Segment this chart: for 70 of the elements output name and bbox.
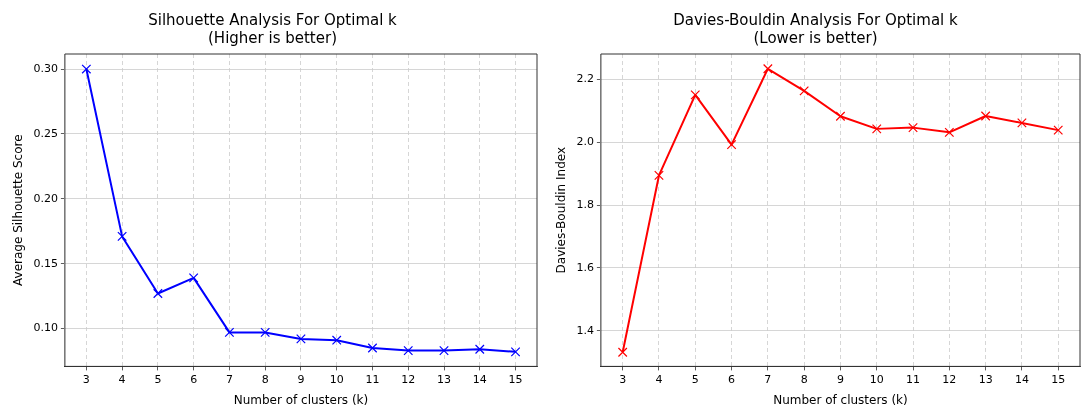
point: [260, 327, 271, 338]
x-tick-label: 8: [261, 372, 269, 386]
chart-subtitle: (Lower is better): [753, 28, 878, 47]
point: [153, 288, 163, 299]
point: [726, 139, 737, 150]
x-tick-label: 11: [365, 372, 380, 386]
x-tick-label: 15: [1051, 372, 1066, 386]
x-tick-label: 7: [764, 372, 772, 386]
y-tick-label: 0.30: [33, 61, 58, 75]
point: [944, 127, 955, 138]
x-tick-label: 3: [619, 372, 627, 386]
x-tick-label: 5: [691, 372, 699, 386]
point: [871, 124, 882, 134]
point: [474, 344, 485, 355]
point: [188, 273, 199, 283]
y-tick-label: 1.8: [576, 197, 594, 211]
point: [367, 343, 378, 353]
y-tick-label: 0.25: [33, 126, 58, 140]
x-tick-label: 14: [1014, 372, 1029, 386]
x-tick-label: 8: [800, 372, 808, 386]
point: [763, 63, 773, 74]
x-tick-label: 6: [728, 372, 736, 386]
x-tick-label: 6: [190, 372, 198, 386]
x-tick-label: 7: [225, 372, 233, 386]
x-tick-label: 9: [297, 372, 305, 386]
x-tick-label: 12: [942, 372, 957, 386]
point: [439, 345, 449, 356]
x-tick-label: 14: [472, 372, 487, 386]
point: [510, 347, 521, 357]
y-tick-label: 0.15: [33, 256, 58, 270]
point: [835, 111, 846, 122]
point: [617, 347, 628, 358]
x-tick-label: 10: [329, 372, 344, 386]
x-tick-label: 12: [401, 372, 416, 386]
point: [908, 122, 918, 133]
y-axis-title: Average Silhouette Score: [11, 134, 26, 286]
y-tick-label: 0.10: [33, 321, 58, 335]
x-tick-label: 10: [869, 372, 884, 386]
point: [690, 90, 701, 100]
x-tick-label: 15: [508, 372, 523, 386]
chart-title: Davies-Bouldin Analysis For Optimal k: [673, 10, 958, 29]
chart-title: Silhouette Analysis For Optimal k: [148, 10, 398, 29]
x-axis-title: Number of clusters (k): [233, 392, 369, 407]
point: [117, 231, 127, 242]
point: [296, 334, 306, 344]
point: [799, 85, 809, 96]
x-tick-label: 3: [82, 372, 90, 386]
point: [403, 345, 414, 356]
point: [1053, 125, 1064, 135]
chart-subtitle: (Higher is better): [207, 28, 338, 47]
y-tick-label: 2.2: [576, 72, 594, 86]
point: [81, 64, 92, 74]
y-tick-label: 1.6: [576, 260, 594, 274]
x-tick-label: 13: [978, 372, 993, 386]
y-tick-label: 2.0: [576, 134, 594, 148]
x-tick-label: 4: [118, 372, 126, 386]
y-tick-label: 1.4: [576, 323, 594, 337]
y-axis-title: Davies-Bouldin Index: [554, 146, 569, 274]
point: [224, 327, 235, 338]
x-tick-label: 11: [906, 372, 921, 386]
point: [654, 170, 664, 181]
x-tick-label: 13: [437, 372, 452, 386]
point: [331, 335, 342, 346]
x-tick-label: 9: [836, 372, 844, 386]
point: [980, 111, 991, 121]
y-tick-label: 0.20: [33, 191, 58, 205]
x-tick-label: 5: [154, 372, 162, 386]
x-tick-label: 4: [655, 372, 663, 386]
x-axis-title: Number of clusters (k): [773, 392, 908, 407]
point: [1017, 118, 1027, 128]
